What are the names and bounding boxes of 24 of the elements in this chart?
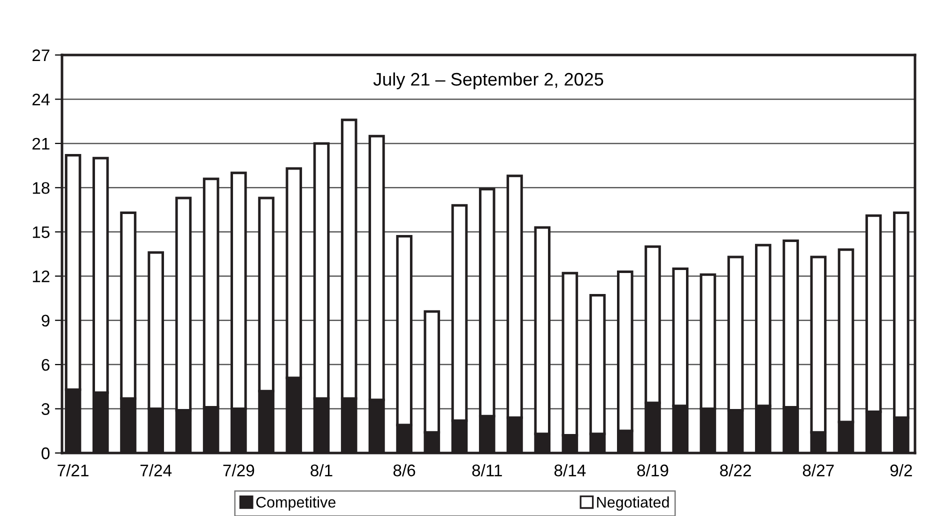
x-tick-label: 8/1 — [310, 464, 332, 476]
x-tick-label: 8/6 — [393, 464, 416, 476]
y-tick-label: 0 — [42, 447, 50, 460]
y-tick-label: 6 — [42, 358, 50, 371]
y-tick-label: 3 — [42, 403, 50, 415]
x-tick-label: 9/2 — [890, 464, 912, 476]
x-tick-label: 8/11 — [472, 464, 502, 476]
x-tick-label: 7/21 — [58, 464, 88, 476]
y-tick-label: 24 — [32, 94, 50, 106]
y-tick-label: 18 — [32, 182, 50, 194]
x-tick-label: 8/19 — [637, 464, 668, 476]
text: July 21 – September 2, 2025 — [373, 72, 604, 90]
x-tick-label: 8/22 — [720, 464, 751, 476]
y-tick-label: 27 — [32, 49, 50, 62]
y-tick-label: 15 — [32, 226, 50, 238]
legend-label: Competitive — [256, 496, 336, 511]
y-tick-label: 9 — [42, 314, 50, 327]
x-tick-label: 8/27 — [802, 464, 834, 476]
legend-label: Negotiated — [597, 496, 669, 511]
x-tick-label: 8/14 — [554, 464, 586, 476]
x-tick-label: 7/24 — [140, 464, 172, 476]
y-tick-label: 21 — [32, 138, 50, 150]
x-tick-label: 7/29 — [223, 464, 254, 476]
y-tick-label: 12 — [32, 270, 50, 282]
